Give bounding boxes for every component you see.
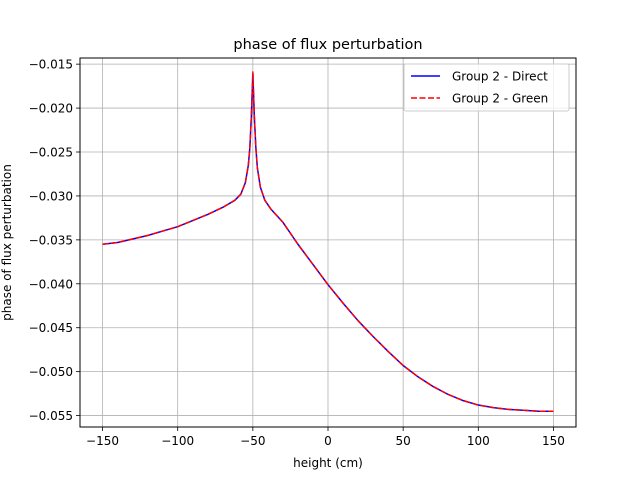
y-tick-label: −0.045	[29, 321, 73, 335]
legend-label-green: Group 2 - Green	[452, 92, 548, 106]
y-tick-label: −0.015	[29, 58, 73, 72]
y-tick-label: −0.020	[29, 102, 73, 116]
y-tick-label: −0.050	[29, 365, 73, 379]
x-tick-label: 100	[467, 434, 490, 448]
y-tick-label: −0.040	[29, 277, 73, 291]
x-tick-label: 0	[324, 434, 332, 448]
legend-label-direct: Group 2 - Direct	[452, 70, 548, 84]
x-tick-label: −100	[161, 434, 194, 448]
legend-box	[403, 63, 570, 112]
x-tick-label: −50	[240, 434, 265, 448]
y-axis-label: phase of flux perturbation	[0, 164, 14, 321]
series-layer	[102, 71, 554, 412]
x-tick-label: 150	[542, 434, 565, 448]
y-axis: −0.055 −0.050 −0.045 −0.040 −0.035 −0.030 −0.0…	[29, 58, 80, 423]
x-tick-label: −150	[86, 434, 119, 448]
legend: Group 2 - Direct Group 2 - Green	[403, 63, 570, 112]
y-tick-label: −0.055	[29, 409, 73, 423]
x-axis-label: height (cm)	[293, 456, 363, 470]
y-tick-label: −0.035	[29, 233, 73, 247]
x-axis: −150 −100 −50 0 50 100 150	[86, 427, 565, 448]
y-tick-label: −0.025	[29, 146, 73, 160]
x-tick-label: 50	[396, 434, 411, 448]
y-tick-label: −0.030	[29, 189, 73, 203]
chart-title: phase of flux perturbation	[233, 37, 422, 53]
series-line-green	[102, 71, 554, 412]
